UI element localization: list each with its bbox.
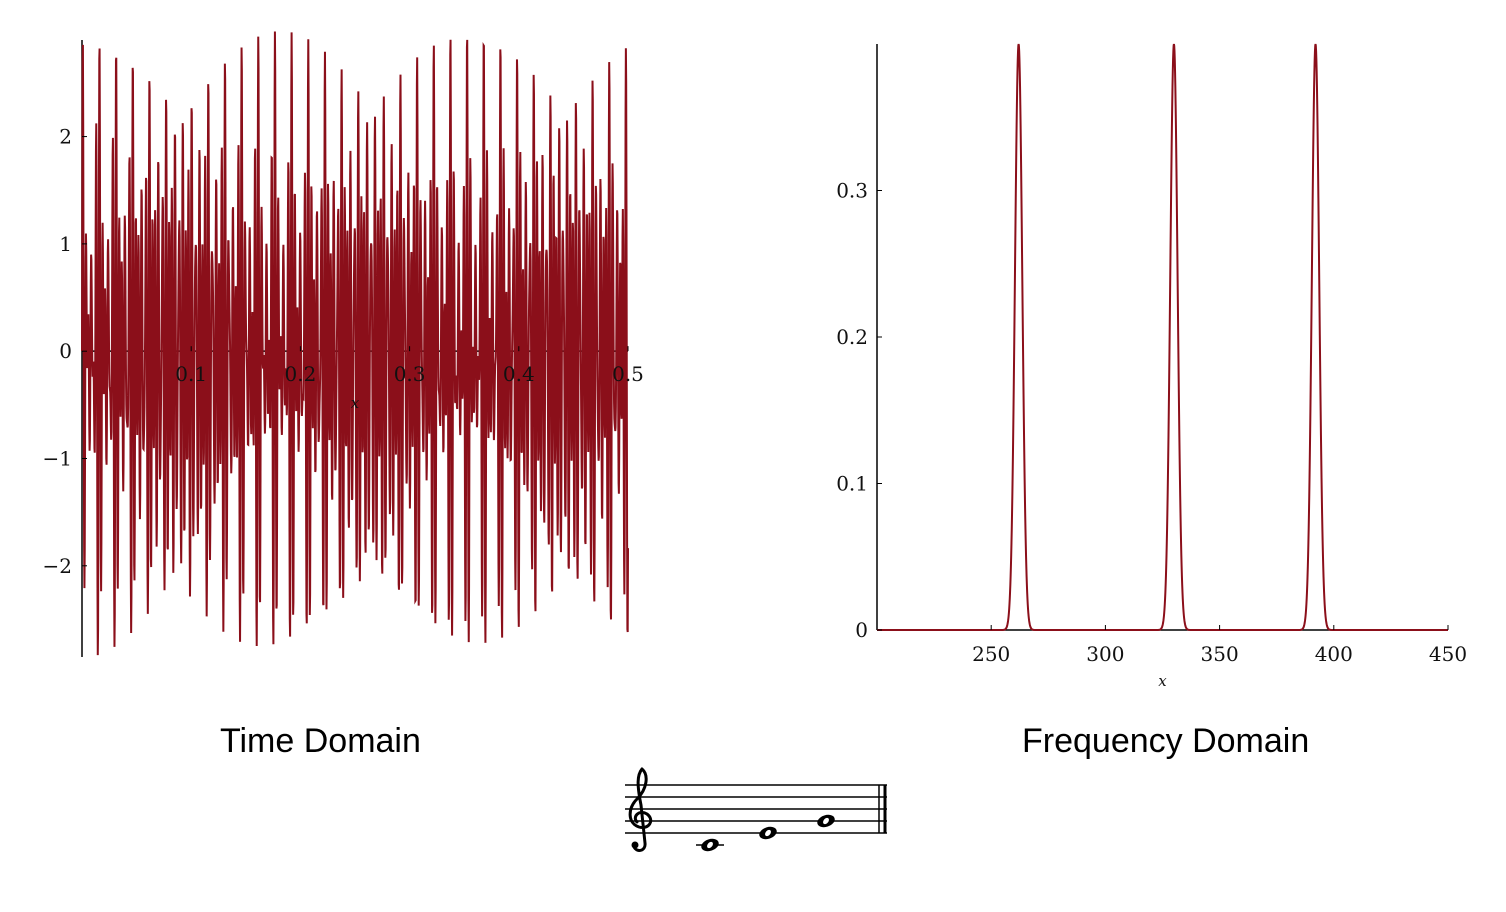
y-tick-label: 0.2: [836, 325, 868, 349]
x-tick-label: 0.4: [503, 362, 535, 386]
whole-note: [759, 826, 777, 840]
y-tick-label: 0.1: [836, 472, 868, 496]
time-signal-line: [81, 31, 629, 656]
x-tick-label: 0.3: [394, 362, 426, 386]
y-tick-label: 0: [59, 339, 72, 363]
x-tick-label: 350: [1201, 642, 1239, 666]
y-tick-label: 2: [59, 125, 72, 149]
x-tick-label: 0.1: [175, 362, 207, 386]
y-tick-label: −1: [43, 446, 72, 470]
x-tick-label: 250: [972, 642, 1010, 666]
frequency-domain-caption: Frequency Domain: [1022, 722, 1310, 760]
treble-clef-icon: [628, 767, 653, 852]
frequency-domain-chart: 0 0.1 0.2 0.3 250 300 350 400 450 x: [836, 43, 1467, 690]
y-tick-label: −2: [43, 554, 72, 578]
y-tick-label: 1: [59, 232, 72, 256]
x-tick-label: 300: [1086, 642, 1124, 666]
time-domain-chart: −2 −1 0 1 2 0.1 0.2 0.3 0.4 0.5 x: [43, 31, 644, 657]
x-axis-label: x: [351, 394, 360, 412]
y-tick-label: 0: [855, 618, 868, 642]
spectrum-line: [877, 43, 1448, 631]
x-tick-label: 0.5: [612, 362, 644, 386]
y-tick-label: 0.3: [836, 179, 868, 203]
time-domain-caption: Time Domain: [220, 722, 421, 760]
whole-note: [817, 814, 835, 828]
x-tick-label: 0.2: [284, 362, 316, 386]
musical-staff: [625, 767, 887, 852]
whole-note: [696, 838, 724, 852]
x-tick-label: 400: [1315, 642, 1353, 666]
x-tick-label: 450: [1429, 642, 1467, 666]
x-axis-label: x: [1158, 672, 1167, 690]
